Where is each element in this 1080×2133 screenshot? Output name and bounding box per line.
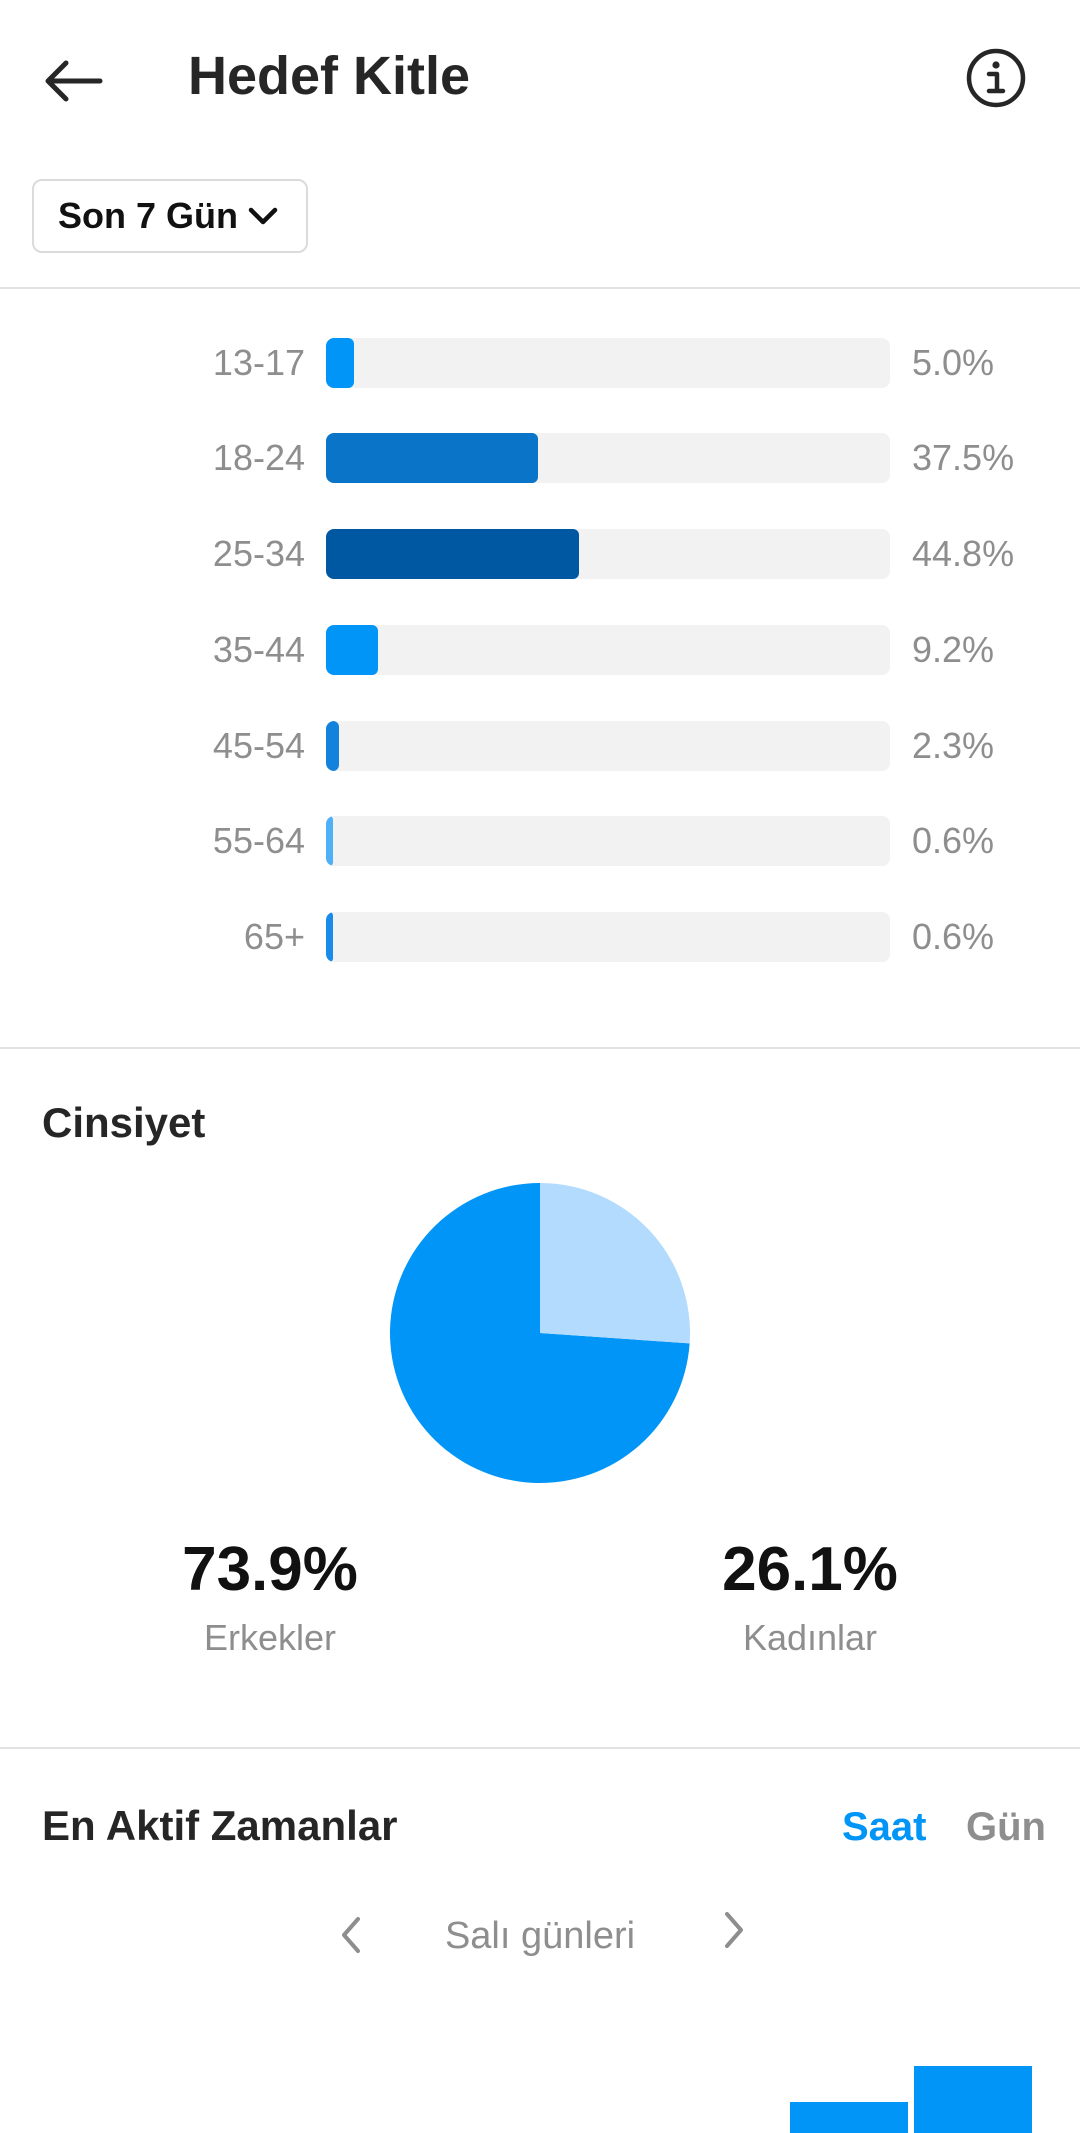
age-bar-track	[326, 529, 890, 579]
age-label: 55-64	[212, 820, 305, 861]
active-hours-chart	[790, 2066, 1032, 2133]
gender-title: Cinsiyet	[42, 1099, 206, 1146]
period-dropdown[interactable]: Son 7 Gün	[32, 179, 308, 253]
divider	[0, 287, 1080, 289]
age-bar-fill	[326, 625, 378, 675]
gender-pie-chart	[390, 1183, 690, 1483]
day-label: Salı günleri	[444, 1915, 636, 1957]
info-circle-icon	[966, 48, 1026, 108]
age-label: 13-17	[212, 342, 305, 383]
arrow-left-icon	[45, 60, 103, 102]
men-percent: 73.9%	[182, 1535, 358, 1604]
age-bar-fill	[326, 816, 333, 866]
page-title: Hedef Kitle	[188, 46, 471, 106]
age-bar-track	[326, 433, 890, 483]
back-button[interactable]	[28, 36, 118, 126]
age-percent: 44.8%	[912, 533, 1015, 574]
age-label: 35-44	[212, 629, 305, 670]
age-label: 18-24	[212, 437, 305, 478]
age-bar-fill	[326, 529, 579, 579]
next-day-button[interactable]	[705, 1900, 765, 1960]
age-bar-fill	[326, 338, 355, 388]
age-label: 25-34	[212, 533, 305, 574]
age-bar-fill	[326, 912, 333, 962]
age-percent: 9.2%	[912, 629, 995, 670]
age-percent: 37.5%	[912, 437, 1015, 478]
age-label: 65+	[243, 916, 305, 957]
age-bar-track	[326, 912, 890, 962]
period-label: Son 7 Gün	[58, 195, 238, 236]
age-bar-fill	[326, 721, 339, 771]
chevron-left-icon	[342, 1917, 360, 1953]
pie-slice-women	[540, 1183, 690, 1344]
pie-slice-men	[390, 1183, 690, 1483]
women-percent: 26.1%	[722, 1535, 898, 1604]
chevron-right-icon	[725, 1912, 743, 1948]
women-label: Kadınlar	[742, 1617, 878, 1658]
info-button[interactable]	[956, 38, 1036, 118]
age-label: 45-54	[212, 725, 305, 766]
age-percent: 0.6%	[912, 916, 995, 957]
hour-bar	[790, 2102, 908, 2133]
hour-bar	[914, 2066, 1032, 2133]
age-bar-track	[326, 625, 890, 675]
age-bar-track	[326, 816, 890, 866]
tab-days[interactable]: Gün	[966, 1805, 1046, 1849]
age-bar-track	[326, 338, 890, 388]
tab-hours[interactable]: Saat	[842, 1805, 927, 1849]
active-times-title: En Aktif Zamanlar	[42, 1802, 398, 1849]
age-bar-track	[326, 721, 890, 771]
previous-day-button[interactable]	[320, 1905, 380, 1965]
age-percent: 5.0%	[912, 342, 995, 383]
divider	[0, 1047, 1080, 1049]
chevron-down-icon	[248, 206, 278, 226]
divider	[0, 1747, 1080, 1749]
men-label: Erkekler	[203, 1617, 337, 1658]
age-percent: 2.3%	[912, 725, 995, 766]
age-percent: 0.6%	[912, 820, 995, 861]
age-bar-fill	[326, 433, 538, 483]
